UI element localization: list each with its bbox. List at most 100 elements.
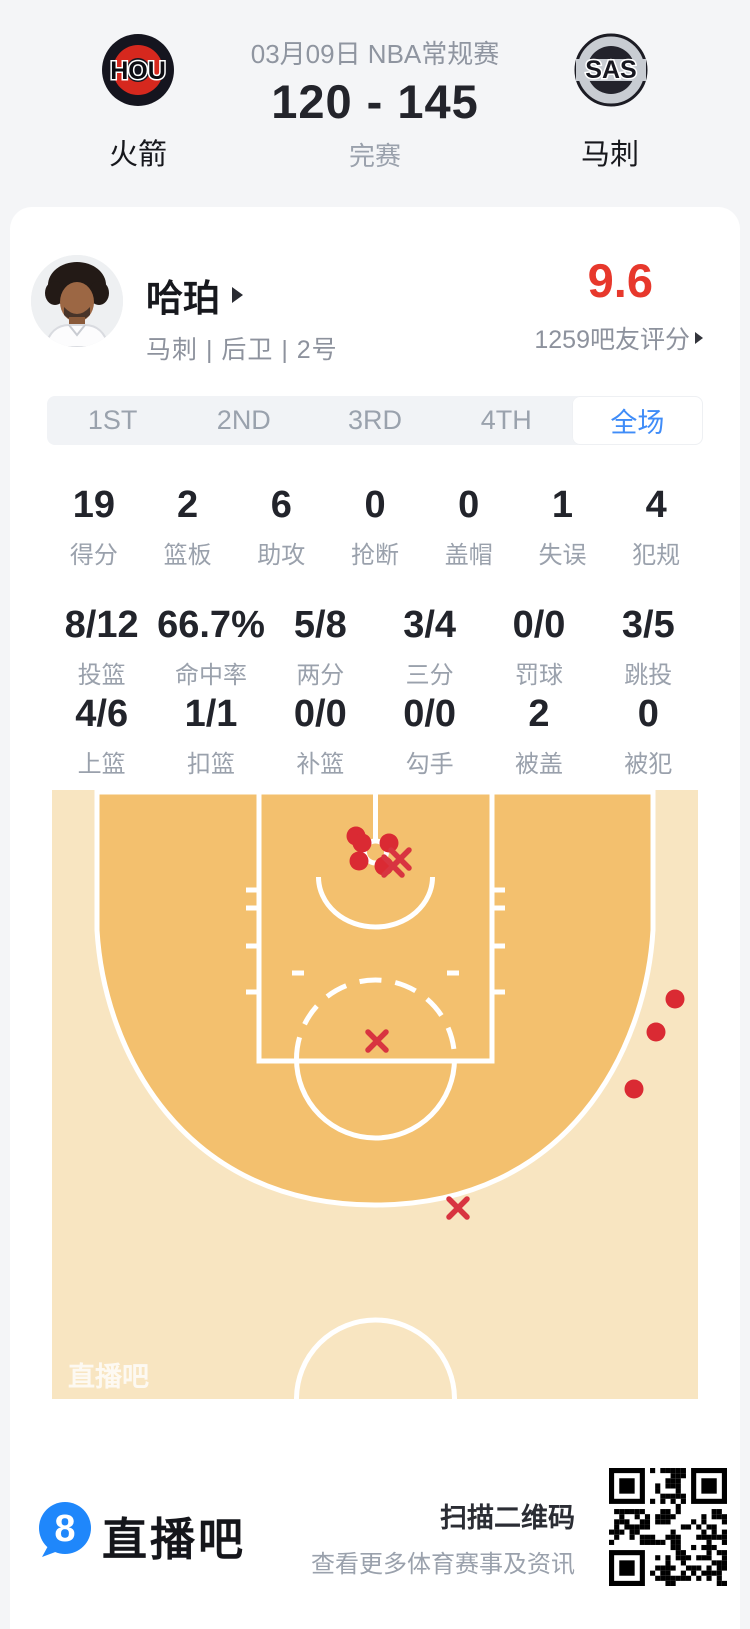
stat-value: 6 <box>270 484 292 526</box>
stat-label: 勾手 <box>405 751 454 778</box>
stat-cell-补篮: 0/0 补篮 <box>266 693 375 779</box>
stat-value: 0 <box>637 693 659 735</box>
lane-lines <box>256 790 495 1064</box>
stat-value: 3/4 <box>403 604 457 646</box>
tab-4TH[interactable]: 4TH <box>480 405 532 435</box>
stat-row-detail: 4/6 上篮 1/1 扣篮 0/0 补篮 0/0 勾手 2 被盖 0 被犯 <box>47 693 703 779</box>
stat-cell-得分: 19 得分 <box>47 484 141 570</box>
missed-shot-x <box>446 1196 470 1220</box>
svg-text:8: 8 <box>54 1508 75 1550</box>
court-watermark: 直播吧 <box>68 1362 149 1392</box>
stat-label: 命中率 <box>174 662 247 689</box>
lane-hash-marks <box>246 887 505 995</box>
stat-value: 0 <box>458 484 480 526</box>
rating-note: 1259吧友评分 <box>534 326 690 354</box>
home-team-name: 火箭 <box>108 139 167 171</box>
stat-cell-被盖: 2 被盖 <box>484 693 593 779</box>
stat-cell-勾手: 0/0 勾手 <box>375 693 484 779</box>
svg-text:SAS: SAS <box>585 56 636 84</box>
stat-value: 0/0 <box>403 693 457 735</box>
stat-value: 4/6 <box>75 693 129 735</box>
shot-markers <box>346 826 685 1220</box>
stat-label: 篮板 <box>163 542 212 569</box>
player-team-position: 马刺 | 后卫 | 2号 <box>146 336 338 364</box>
player-name: 哈珀 <box>146 278 220 319</box>
player-rating-block[interactable]: 9.6 1259吧友评分 <box>534 256 703 356</box>
made-shot-dot <box>624 1079 644 1099</box>
stat-cell-篮板: 2 篮板 <box>141 484 235 570</box>
made-shot-dot <box>665 989 685 1009</box>
three-point-line <box>94 790 656 1208</box>
stat-label: 上篮 <box>77 751 126 778</box>
stat-cell-被犯: 0 被犯 <box>594 693 703 779</box>
stat-value: 2 <box>528 693 550 735</box>
match-score: 120 - 145 <box>271 75 479 128</box>
tab-2ND[interactable]: 2ND <box>216 405 271 435</box>
stat-cell-扣篮: 1/1 扣篮 <box>156 693 265 779</box>
stat-cell-抢断: 0 抢断 <box>328 484 422 570</box>
chevron-right-icon <box>695 332 703 344</box>
stat-label: 罚球 <box>514 662 563 689</box>
stat-cell-命中率: 66.7% 命中率 <box>156 604 265 690</box>
stat-value: 0/0 <box>512 604 566 646</box>
stat-label: 失误 <box>538 542 587 569</box>
stat-value: 4 <box>645 484 667 526</box>
qr-code <box>609 1468 727 1586</box>
stat-cell-投篮: 8/12 投篮 <box>47 604 156 690</box>
stat-label: 犯规 <box>632 542 681 569</box>
player-name-row[interactable]: 哈珀 <box>146 268 243 322</box>
player-avatar[interactable] <box>31 255 123 347</box>
stat-row-shooting: 8/12 投篮 66.7% 命中率 5/8 两分 3/4 三分 0/0 罚球 3/5 跳投 <box>47 604 703 690</box>
brand-name: 直播吧 <box>102 1514 247 1565</box>
away-team-name: 马刺 <box>580 139 639 171</box>
rockets-logo-icon: HOU <box>102 34 174 106</box>
made-shot-dot <box>352 833 372 853</box>
tab-1ST[interactable]: 1ST <box>87 405 138 435</box>
stat-value: 3/5 <box>621 604 675 646</box>
stat-label: 抢断 <box>351 542 400 569</box>
missed-shot-x <box>381 854 405 878</box>
svg-text:HOU: HOU <box>110 57 166 85</box>
stat-label: 被犯 <box>624 751 673 778</box>
stat-value: 66.7% <box>157 604 265 646</box>
scan-hint: 扫描二维码 查看更多体育赛事及资讯 <box>311 1496 575 1579</box>
stat-label: 被盖 <box>514 751 563 778</box>
stat-label: 补篮 <box>296 751 345 778</box>
spurs-logo-icon: SAS <box>574 33 648 107</box>
made-shot-dot <box>646 1022 666 1042</box>
tab-全场[interactable]: 全场 <box>571 396 704 445</box>
center-circle <box>294 1317 457 1399</box>
zhibo8-logo-icon[interactable]: 8 <box>36 1500 94 1558</box>
stat-cell-三分: 3/4 三分 <box>375 604 484 690</box>
stat-value: 0/0 <box>293 693 347 735</box>
stat-label: 跳投 <box>624 662 673 689</box>
match-status: 完赛 <box>348 141 401 171</box>
stat-cell-失误: 1 失误 <box>516 484 610 570</box>
chevron-right-icon <box>232 287 243 303</box>
stat-value: 0 <box>364 484 386 526</box>
tab-3RD[interactable]: 3RD <box>348 405 403 435</box>
stat-value: 2 <box>177 484 199 526</box>
rating-value: 9.6 <box>587 254 653 307</box>
stat-cell-助攻: 6 助攻 <box>234 484 328 570</box>
scan-title: 扫描二维码 <box>440 1503 575 1533</box>
stat-value: 5/8 <box>293 604 347 646</box>
restricted-arc <box>316 876 435 930</box>
stat-cell-盖帽: 0 盖帽 <box>422 484 516 570</box>
stat-label: 得分 <box>69 542 118 569</box>
stat-cell-犯规: 4 犯规 <box>609 484 703 570</box>
stat-value: 1/1 <box>184 693 238 735</box>
quarter-tabs: 1ST 2ND 3RD 4TH 全场 <box>47 396 704 445</box>
stat-label: 投篮 <box>77 662 126 689</box>
stat-label: 盖帽 <box>444 542 493 569</box>
stat-row-main: 19 得分 2 篮板 6 助攻 0 抢断 0 盖帽 1 失误 4 犯规 <box>47 484 703 570</box>
stat-label: 两分 <box>296 662 345 689</box>
stat-cell-跳投: 3/5 跳投 <box>594 604 703 690</box>
match-date-title: 03月09日 NBA常规赛 <box>250 39 500 69</box>
stat-cell-上篮: 4/6 上篮 <box>47 693 156 779</box>
missed-shot-x <box>365 1029 389 1053</box>
stat-value: 1 <box>551 484 574 526</box>
scan-subtitle: 查看更多体育赛事及资讯 <box>311 1551 575 1578</box>
stat-label: 三分 <box>405 662 454 689</box>
